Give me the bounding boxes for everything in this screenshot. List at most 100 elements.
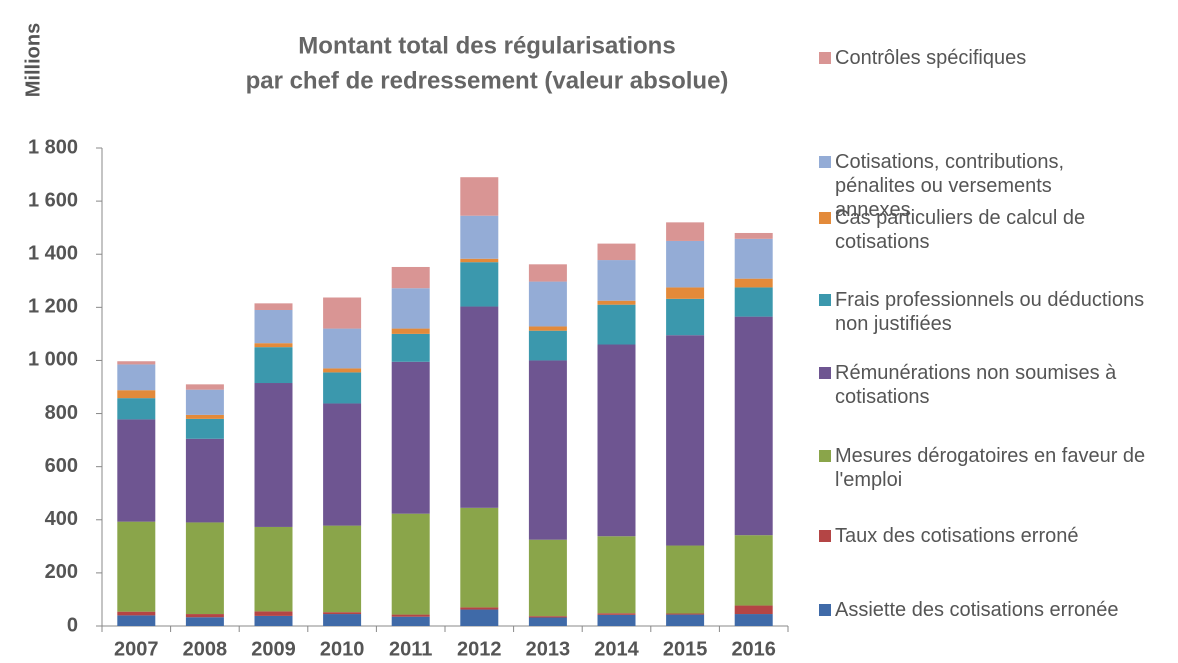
bar-segment: [391, 328, 430, 334]
bar-segment: [666, 222, 705, 241]
bar-segment: [734, 238, 773, 279]
y-axis-label: Millions: [22, 23, 44, 97]
legend-entry: Rémunérations non soumises à cotisations: [819, 361, 1165, 409]
bar-segment: [597, 614, 636, 626]
bar-segment: [254, 611, 293, 616]
bar-segment: [185, 384, 224, 390]
bar-segment: [460, 306, 499, 508]
legend-entry: Assiette des cotisations erronée: [819, 598, 1165, 622]
bar-segment: [323, 328, 362, 369]
bar-segment: [117, 521, 156, 612]
bar-segment: [254, 309, 293, 344]
bar-segment: [734, 287, 773, 317]
legend-label: Frais professionnels ou déductions non j…: [835, 289, 1145, 335]
bar-segment: [528, 616, 567, 618]
bar-segment: [117, 419, 156, 522]
y-tick-label: 1 800: [28, 136, 78, 158]
bar-segment: [117, 615, 156, 626]
y-tick-label: 800: [45, 402, 78, 424]
legend-entry: Contrôles spécifiques: [819, 46, 1165, 70]
bar-segment: [391, 266, 430, 289]
bar-segment: [597, 304, 636, 345]
bar-segment: [254, 303, 293, 310]
bar-segment: [734, 535, 773, 606]
legend-swatch: [819, 294, 831, 306]
chart-title: Montant total des régularisations: [298, 32, 675, 59]
bar-segment: [391, 513, 430, 615]
bar-segment: [460, 607, 499, 610]
bar-segment: [666, 240, 705, 288]
bar-segment: [185, 522, 224, 615]
bar-segment: [666, 287, 705, 299]
bar-segment: [528, 326, 567, 331]
bar-segment: [460, 609, 499, 626]
bar-segment: [391, 288, 430, 329]
legend-label: Rémunérations non soumises à cotisations: [835, 362, 1117, 408]
bar-segment: [460, 215, 499, 259]
bar-segment: [734, 316, 773, 536]
bar-segment: [391, 616, 430, 626]
legend-swatch: [819, 367, 831, 379]
bar-segment: [254, 383, 293, 527]
bar-segment: [185, 614, 224, 618]
bar-segment: [528, 264, 567, 282]
bar-segment: [323, 368, 362, 373]
bar-segment: [528, 539, 567, 617]
bar-segment: [117, 398, 156, 420]
legend-swatch: [819, 604, 831, 616]
bar-segment: [460, 177, 499, 216]
y-tick-label: 1 400: [28, 243, 78, 265]
bar-segment: [254, 615, 293, 626]
legend-label: Contrôles spécifiques: [835, 47, 1027, 69]
bar-segment: [117, 611, 156, 616]
bar-segment: [734, 605, 773, 615]
y-tick-label: 1 600: [28, 189, 78, 211]
x-tick-label: 2013: [526, 638, 571, 660]
legend-swatch: [819, 212, 831, 224]
legend-entry: Cas particuliers de calcul de cotisation…: [819, 206, 1165, 254]
bar-segment: [185, 617, 224, 626]
x-tick-label: 2015: [663, 638, 708, 660]
legend-swatch: [819, 52, 831, 64]
bar-segment: [117, 390, 156, 399]
bar-segment: [666, 335, 705, 546]
bar-segment: [666, 613, 705, 615]
bar-segment: [597, 613, 636, 615]
bar-segment: [528, 281, 567, 327]
x-tick-label: 2007: [114, 638, 159, 660]
bar-segment: [528, 360, 567, 540]
bar-segment: [597, 300, 636, 305]
x-tick-label: 2010: [320, 638, 365, 660]
bar-segment: [597, 536, 636, 614]
y-tick-label: 400: [45, 508, 78, 530]
bar-segment: [254, 343, 293, 348]
bar-segment: [254, 526, 293, 612]
x-tick-label: 2008: [183, 638, 228, 660]
bar-segment: [528, 330, 567, 361]
bar-segment: [117, 361, 156, 365]
bar-segment: [597, 260, 636, 301]
legend-entry: Taux des cotisations erroné: [819, 524, 1165, 548]
bar-segment: [323, 525, 362, 613]
x-tick-label: 2014: [594, 638, 639, 660]
bar-segment: [460, 507, 499, 608]
bar-segment: [666, 298, 705, 336]
bar-segment: [666, 545, 705, 614]
bar-segment: [391, 361, 430, 514]
bar-segment: [734, 614, 773, 626]
legend-label: Taux des cotisations erroné: [835, 525, 1079, 547]
legend-entry: Frais professionnels ou déductions non j…: [819, 288, 1165, 336]
x-tick-label: 2009: [251, 638, 296, 660]
bar-segment: [391, 614, 430, 617]
legend-swatch: [819, 156, 831, 168]
y-tick-label: 600: [45, 455, 78, 477]
bar-segment: [254, 347, 293, 384]
bar-segment: [391, 333, 430, 362]
bar-segment: [185, 414, 224, 419]
y-tick-label: 1 200: [28, 296, 78, 318]
bar-segment: [117, 364, 156, 391]
x-tick-label: 2012: [457, 638, 502, 660]
bar-segment: [734, 278, 773, 288]
